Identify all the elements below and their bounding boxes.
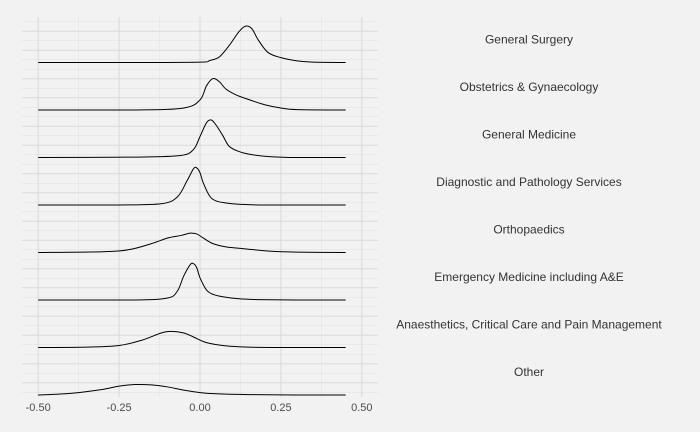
density-line xyxy=(38,383,346,396)
facet-panel: General Medicine xyxy=(22,112,576,160)
density-line xyxy=(38,119,346,158)
density-line xyxy=(38,330,346,349)
facet-panel: General Surgery xyxy=(22,17,573,65)
facet-panel: Obstetrics & Gynaecology xyxy=(22,64,599,112)
facet-panel: Other xyxy=(22,349,544,397)
facet-label: Emergency Medicine including A&E xyxy=(434,270,623,284)
facet-label: Anaesthetics, Critical Care and Pain Man… xyxy=(396,317,662,331)
x-tick-label: 0.00 xyxy=(189,402,210,414)
x-tick-label: 0.25 xyxy=(270,402,291,414)
density-line xyxy=(38,25,346,64)
x-axis: -0.50 -0.25 0.00 0.25 0.50 xyxy=(26,402,373,414)
facet-label: Diagnostic and Pathology Services xyxy=(436,175,621,189)
density-line xyxy=(38,77,346,111)
facet-panel: Emergency Medicine including A&E xyxy=(22,254,624,302)
facet-label: General Medicine xyxy=(482,127,576,141)
density-line xyxy=(38,262,346,301)
facet-panels: General Surgery Obstetrics & Gynaecology G… xyxy=(22,17,662,397)
facet-panel: Anaesthetics, Critical Care and Pain Man… xyxy=(22,302,662,350)
facet-label: Other xyxy=(514,365,544,379)
density-line xyxy=(38,232,346,253)
facet-label: Obstetrics & Gynaecology xyxy=(460,80,599,94)
x-tick-label: 0.50 xyxy=(351,402,372,414)
facet-panel: Orthopaedics xyxy=(22,207,565,255)
x-tick-label: -0.25 xyxy=(107,402,132,414)
facet-label: General Surgery xyxy=(485,32,573,46)
facet-panel: Diagnostic and Pathology Services xyxy=(22,159,622,207)
density-line xyxy=(38,166,346,206)
facet-label: Orthopaedics xyxy=(493,222,564,236)
x-tick-label: -0.50 xyxy=(26,402,51,414)
